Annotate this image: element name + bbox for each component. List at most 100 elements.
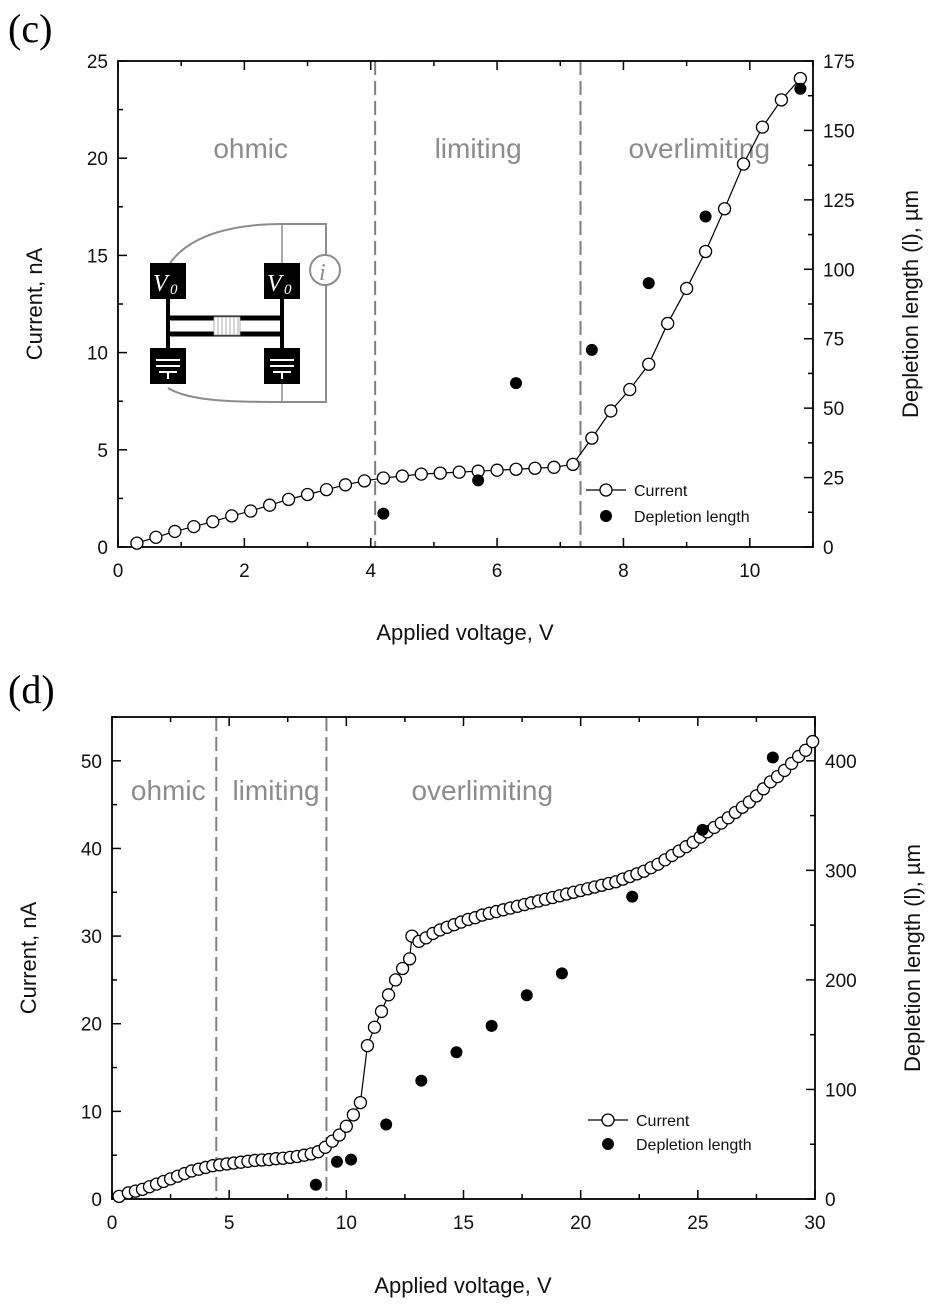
y2-tick-label: 175 xyxy=(823,52,855,73)
current-point xyxy=(566,457,580,472)
nanochannel-lines xyxy=(217,317,239,335)
x-tick-label: 6 xyxy=(492,561,503,582)
y2-tick-label: 0 xyxy=(823,538,834,559)
current-point xyxy=(433,466,447,480)
current-point xyxy=(402,952,417,966)
nanochannel-icon xyxy=(213,316,241,336)
region-label-ohmic: ohmic xyxy=(131,775,206,806)
panel-label-c: (c) xyxy=(8,6,52,51)
current-point xyxy=(381,988,396,1002)
y2-tick-label: 400 xyxy=(825,752,857,773)
current-point xyxy=(547,460,561,474)
y2-tick-label: 200 xyxy=(825,971,857,992)
x-tick-label: 8 xyxy=(618,561,629,582)
voltage-label-left: V xyxy=(153,271,170,297)
depletion-point xyxy=(450,1046,463,1059)
x-tick-label: 10 xyxy=(336,1213,357,1234)
current-point xyxy=(528,461,542,475)
legend-label-current: Current xyxy=(634,483,688,500)
legend-marker-current xyxy=(599,483,613,497)
y-tick-label: 0 xyxy=(91,1190,102,1211)
y2-tick-label: 50 xyxy=(823,399,844,420)
depletion-point xyxy=(330,1155,343,1168)
y2-tick-label: 150 xyxy=(823,121,855,142)
y-tick-label: 5 xyxy=(97,441,108,462)
current-point xyxy=(755,120,770,134)
region-label-overlimiting: overlimiting xyxy=(411,775,553,806)
current-point xyxy=(149,530,163,544)
legend-label-current: Current xyxy=(636,1113,690,1130)
current-point xyxy=(360,1038,375,1053)
depletion-point xyxy=(696,823,709,836)
depletion-point xyxy=(520,989,533,1002)
current-point xyxy=(281,492,296,507)
depletion-point xyxy=(642,277,655,290)
y-tick-label: 20 xyxy=(81,1015,102,1036)
y-tick-label: 25 xyxy=(87,52,108,73)
y-axis-label: Current, nA xyxy=(22,247,47,360)
current-point xyxy=(774,93,789,107)
legend-marker-depletion xyxy=(600,510,612,522)
depletion-point xyxy=(472,474,485,487)
y-tick-label: 50 xyxy=(81,752,102,773)
y2-tick-label: 0 xyxy=(825,1190,836,1211)
current-point xyxy=(367,1020,382,1034)
current-point xyxy=(376,471,391,485)
current-point xyxy=(225,509,239,523)
x-tick-label: 30 xyxy=(804,1213,825,1234)
y-tick-label: 10 xyxy=(81,1102,102,1123)
current-point xyxy=(339,1119,353,1133)
x-tick-label: 2 xyxy=(239,561,250,582)
y-axis-label: Current, nA xyxy=(16,901,41,1014)
current-point xyxy=(374,1004,389,1019)
region-label-limiting: limiting xyxy=(435,133,522,164)
ammeter-label: i xyxy=(319,260,326,286)
current-point xyxy=(604,404,618,418)
current-point xyxy=(332,1128,346,1142)
depletion-point xyxy=(510,377,523,390)
x-tick-label: 5 xyxy=(224,1213,235,1234)
current-point xyxy=(642,357,656,371)
panel-label-d: (d) xyxy=(8,667,55,712)
current-point xyxy=(338,478,353,492)
voltage-source-right-icon xyxy=(264,263,300,299)
current-point xyxy=(395,469,409,483)
y-tick-label: 40 xyxy=(81,839,102,860)
legend: Current Depletion length xyxy=(588,1113,752,1154)
region-label-ohmic: ohmic xyxy=(213,133,288,164)
y2-tick-label: 75 xyxy=(823,330,844,351)
depletion-point xyxy=(766,751,779,764)
y-tick-label: 15 xyxy=(87,246,108,267)
legend: Current Depletion length xyxy=(586,483,750,526)
y-tick-label: 30 xyxy=(81,927,102,948)
depletion-point xyxy=(699,210,712,223)
x-axis-label: Applied voltage, V xyxy=(376,620,554,645)
legend-marker-depletion xyxy=(602,1138,614,1150)
inset-wire xyxy=(167,223,327,403)
current-point xyxy=(717,202,732,216)
depletion-point xyxy=(415,1074,428,1087)
y2-tick-label: 100 xyxy=(825,1080,857,1101)
current-point xyxy=(357,474,372,488)
current-point xyxy=(736,157,751,171)
ammeter-icon xyxy=(309,254,341,286)
current-point xyxy=(388,973,403,987)
legend-marker-current xyxy=(601,1113,615,1127)
current-point xyxy=(452,465,466,479)
current-point xyxy=(793,71,808,86)
current-point xyxy=(623,382,637,397)
x-tick-label: 25 xyxy=(687,1213,708,1234)
y2-tick-label: 300 xyxy=(825,861,857,882)
depletion-point xyxy=(309,1178,322,1191)
y2-tick-label: 25 xyxy=(823,469,844,490)
current-point xyxy=(346,1108,361,1122)
current-point xyxy=(353,1095,368,1110)
x-tick-label: 4 xyxy=(365,561,376,582)
x-tick-label: 0 xyxy=(113,561,124,582)
current-point xyxy=(206,515,220,529)
current-point xyxy=(395,961,410,976)
current-point xyxy=(509,462,523,476)
